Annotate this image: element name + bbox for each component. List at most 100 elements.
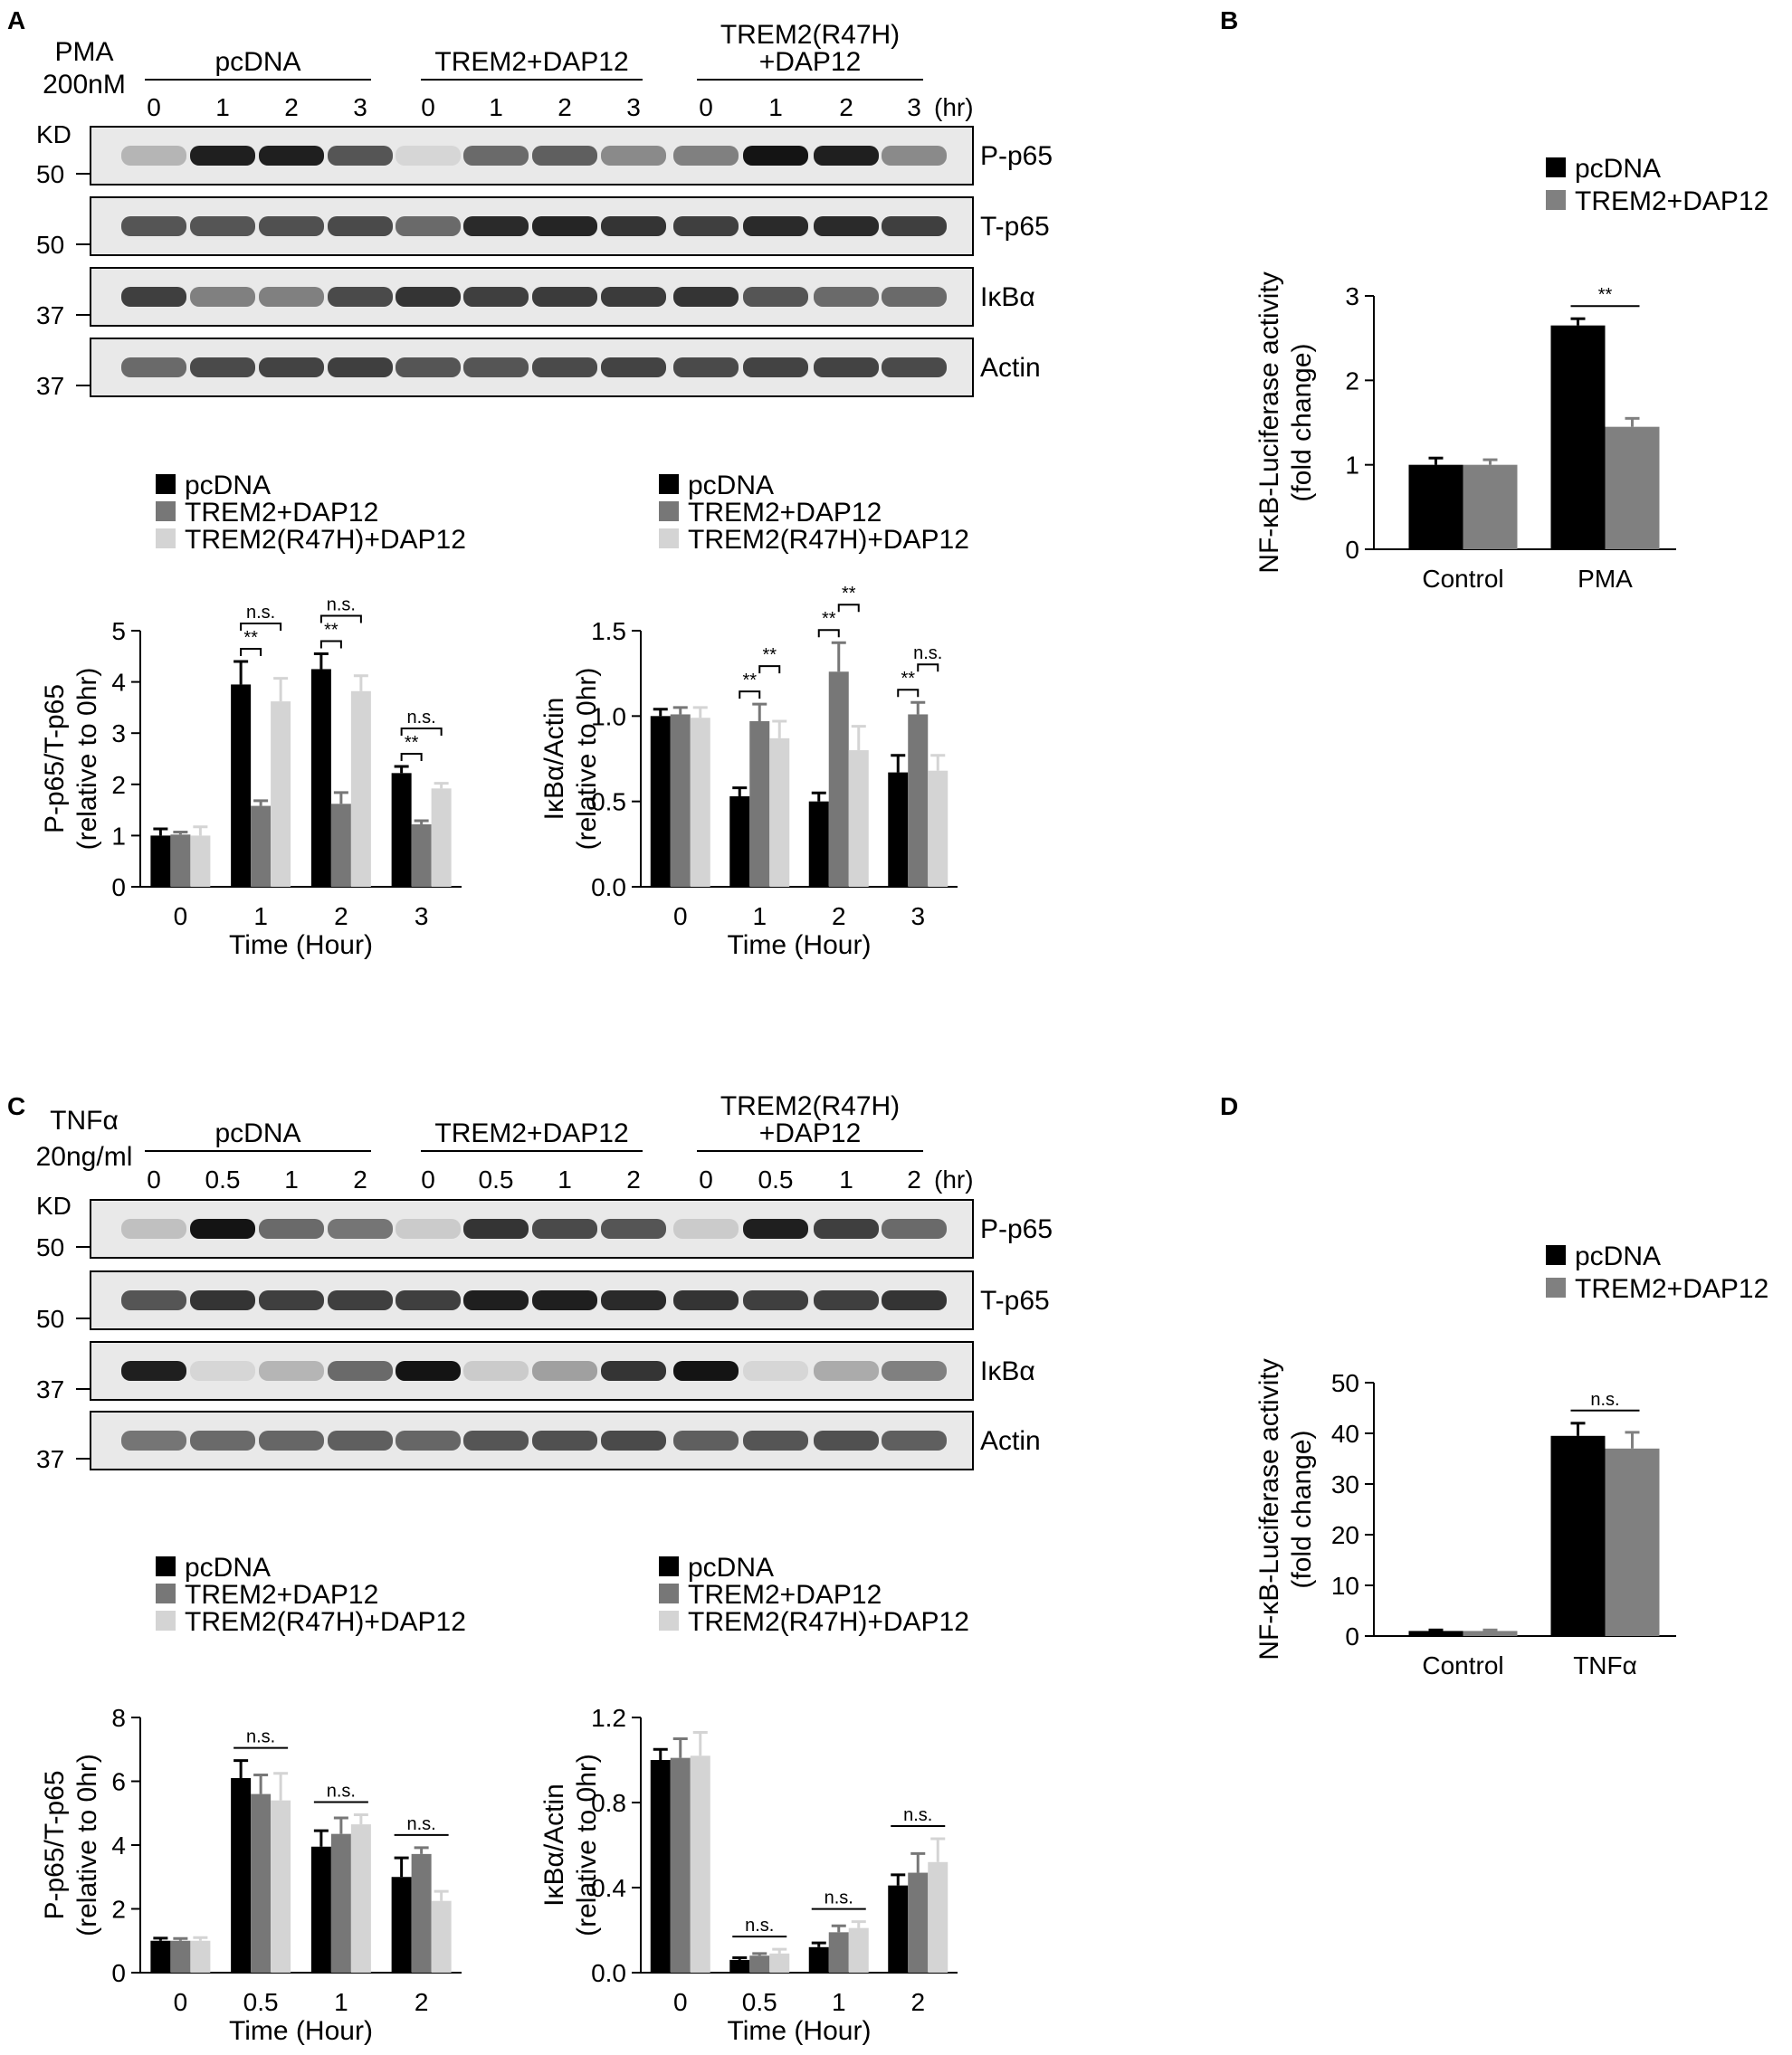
bar bbox=[1550, 1435, 1606, 1636]
protein-band bbox=[396, 1290, 461, 1310]
x-tick-label: PMA bbox=[1578, 565, 1633, 593]
y-axis-label: IκBα/Actin bbox=[539, 1784, 569, 1907]
x-tick-label: 2 bbox=[334, 902, 348, 930]
bar-chart-D: pcDNA TREM2+DAP12 0 10 20 30 40 50 NF-κB-Lucifer… bbox=[1254, 1242, 1768, 1679]
protein-band bbox=[463, 1219, 529, 1239]
x-tick-label: 1 bbox=[334, 1988, 348, 2016]
y-tick-label: 0 bbox=[111, 1959, 126, 1987]
legend-swatch bbox=[156, 1556, 176, 1576]
legend-swatch bbox=[659, 1611, 679, 1631]
protein-band bbox=[601, 146, 666, 166]
blot-row-label: P-p65 bbox=[980, 141, 1053, 171]
protein-band bbox=[673, 357, 739, 377]
legend-label: pcDNA bbox=[1575, 1242, 1661, 1271]
protein-band bbox=[396, 287, 461, 307]
protein-band bbox=[814, 1361, 879, 1381]
protein-band bbox=[743, 216, 808, 236]
x-tick-label: 0.5 bbox=[243, 1988, 279, 2016]
protein-band bbox=[743, 287, 808, 307]
bar bbox=[769, 737, 790, 887]
blot-row-label: IκBα bbox=[980, 282, 1035, 312]
protein-band bbox=[882, 1361, 947, 1381]
bar bbox=[888, 1885, 909, 1973]
protein-band bbox=[601, 1431, 666, 1451]
bar bbox=[431, 1900, 452, 1973]
blot-row-label: T-p65 bbox=[980, 212, 1050, 242]
protein-band bbox=[190, 146, 255, 166]
lane-label: 0 bbox=[699, 1165, 713, 1194]
kd-label: KD bbox=[36, 120, 71, 148]
protein-band bbox=[601, 357, 666, 377]
y-tick-label: 2 bbox=[111, 771, 126, 799]
bar bbox=[330, 804, 351, 887]
significance-label: ** bbox=[762, 645, 777, 665]
treatment-label: PMA bbox=[54, 37, 113, 67]
panel-letter-c: C bbox=[7, 1092, 25, 1120]
legend-swatch bbox=[1546, 1278, 1566, 1298]
y-tick-label: 30 bbox=[1331, 1470, 1359, 1498]
legend-label: TREM2+DAP12 bbox=[185, 1580, 378, 1610]
lane-label: 2 bbox=[626, 1165, 641, 1194]
y-tick-label: 1.5 bbox=[591, 617, 626, 645]
bar bbox=[928, 770, 948, 887]
x-axis-label: Time (Hour) bbox=[728, 930, 872, 960]
bar bbox=[271, 1800, 291, 1973]
y-tick-label: 3 bbox=[111, 719, 126, 747]
protein-band bbox=[743, 1361, 808, 1381]
protein-band bbox=[259, 1219, 324, 1239]
y-tick-label: 3 bbox=[1345, 282, 1359, 310]
time-unit: (hr) bbox=[934, 93, 974, 121]
protein-band bbox=[882, 216, 947, 236]
lane-label: 2 bbox=[353, 1165, 367, 1194]
significance-bracket bbox=[240, 622, 282, 631]
significance-bracket bbox=[837, 604, 860, 613]
y-axis-label: (fold change) bbox=[1287, 1430, 1317, 1588]
protein-band bbox=[673, 287, 739, 307]
bar bbox=[391, 1877, 412, 1973]
protein-band bbox=[121, 146, 186, 166]
legend-label: pcDNA bbox=[688, 1553, 774, 1583]
legend-swatch bbox=[156, 528, 176, 548]
legend-swatch bbox=[156, 474, 176, 494]
x-tick-label: 0 bbox=[174, 902, 188, 930]
protein-band bbox=[882, 1431, 947, 1451]
protein-band bbox=[328, 146, 393, 166]
protein-band bbox=[532, 1219, 597, 1239]
x-tick-label: 0 bbox=[174, 1988, 188, 2016]
y-tick-label: 1.2 bbox=[591, 1704, 626, 1732]
protein-band bbox=[463, 1361, 529, 1381]
bar bbox=[729, 1959, 750, 1973]
blot-row-label: P-p65 bbox=[980, 1214, 1053, 1244]
significance-label: ** bbox=[243, 628, 258, 648]
significance-label: ** bbox=[742, 671, 757, 690]
legend-label: TREM2+DAP12 bbox=[1575, 1274, 1768, 1304]
protein-band bbox=[601, 287, 666, 307]
legend-swatch bbox=[1546, 1245, 1566, 1265]
protein-band bbox=[328, 357, 393, 377]
bar bbox=[928, 1861, 948, 1973]
lane-label: 3 bbox=[353, 93, 367, 121]
y-tick-label: 20 bbox=[1331, 1521, 1359, 1549]
x-tick-label: 2 bbox=[832, 902, 846, 930]
lane-label: 2 bbox=[907, 1165, 921, 1194]
bar bbox=[729, 796, 750, 887]
bar bbox=[650, 716, 671, 887]
significance-label: n.s. bbox=[407, 1814, 436, 1834]
protein-band bbox=[328, 1290, 393, 1310]
lane-label: 1 bbox=[558, 1165, 572, 1194]
bar bbox=[888, 772, 909, 887]
protein-band bbox=[259, 287, 324, 307]
mw-marker: 50 bbox=[36, 231, 64, 259]
panel-letter-d: D bbox=[1220, 1092, 1238, 1120]
bar bbox=[350, 690, 371, 887]
protein-band bbox=[463, 216, 529, 236]
bar bbox=[650, 1760, 671, 1973]
protein-band bbox=[532, 1361, 597, 1381]
significance-label: ** bbox=[842, 584, 856, 604]
protein-band bbox=[190, 357, 255, 377]
protein-band bbox=[259, 216, 324, 236]
legend-swatch bbox=[659, 1556, 679, 1576]
protein-band bbox=[259, 1290, 324, 1310]
legend-label: TREM2(R47H)+DAP12 bbox=[185, 1607, 466, 1637]
